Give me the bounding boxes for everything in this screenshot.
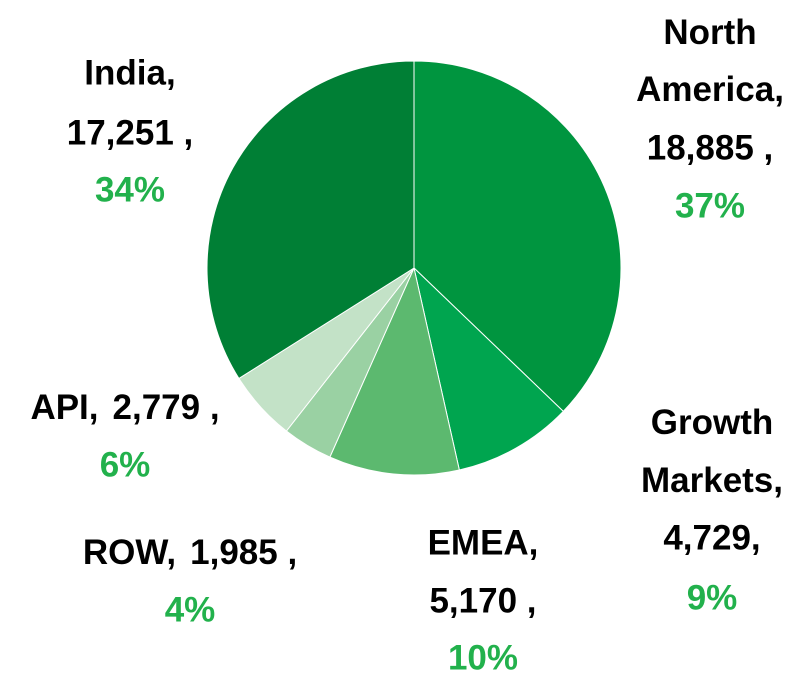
pie-slice bbox=[413, 266, 565, 471]
percent-label: 4% bbox=[165, 590, 216, 629]
percent-label: 34% bbox=[95, 170, 165, 209]
category-label-line: America, bbox=[636, 70, 784, 109]
category-label: Growth Markets, bbox=[641, 403, 783, 500]
value-label: 5,170 , bbox=[429, 581, 536, 620]
category-label: India, bbox=[84, 53, 175, 92]
category-label: North America, bbox=[636, 13, 784, 109]
pie-slice bbox=[206, 60, 415, 380]
percent-label: 6% bbox=[100, 445, 151, 484]
value-label: 1,985 , bbox=[190, 533, 297, 572]
percent-label: 10% bbox=[448, 638, 518, 674]
percent-label: 37% bbox=[675, 186, 745, 225]
category-label: EMEA, bbox=[428, 523, 539, 562]
data-label: API, 2,779 , bbox=[30, 388, 219, 427]
value-label: 17,251 , bbox=[67, 113, 194, 152]
pie-slice bbox=[329, 266, 460, 476]
category-label: ROW, bbox=[83, 533, 176, 572]
value-label: 2,779 , bbox=[113, 388, 220, 427]
pie-slice bbox=[413, 60, 622, 413]
category-label-line: Growth bbox=[651, 403, 773, 442]
category-label: API, bbox=[30, 388, 98, 427]
data-label: ROW, 1,985 , bbox=[83, 533, 297, 572]
category-label-line: Markets, bbox=[641, 461, 783, 500]
percent-label: 9% bbox=[687, 578, 738, 617]
value-label: 4,729, bbox=[663, 518, 760, 557]
value-label: 18,885 , bbox=[647, 128, 774, 167]
category-label-line: North bbox=[663, 13, 756, 52]
